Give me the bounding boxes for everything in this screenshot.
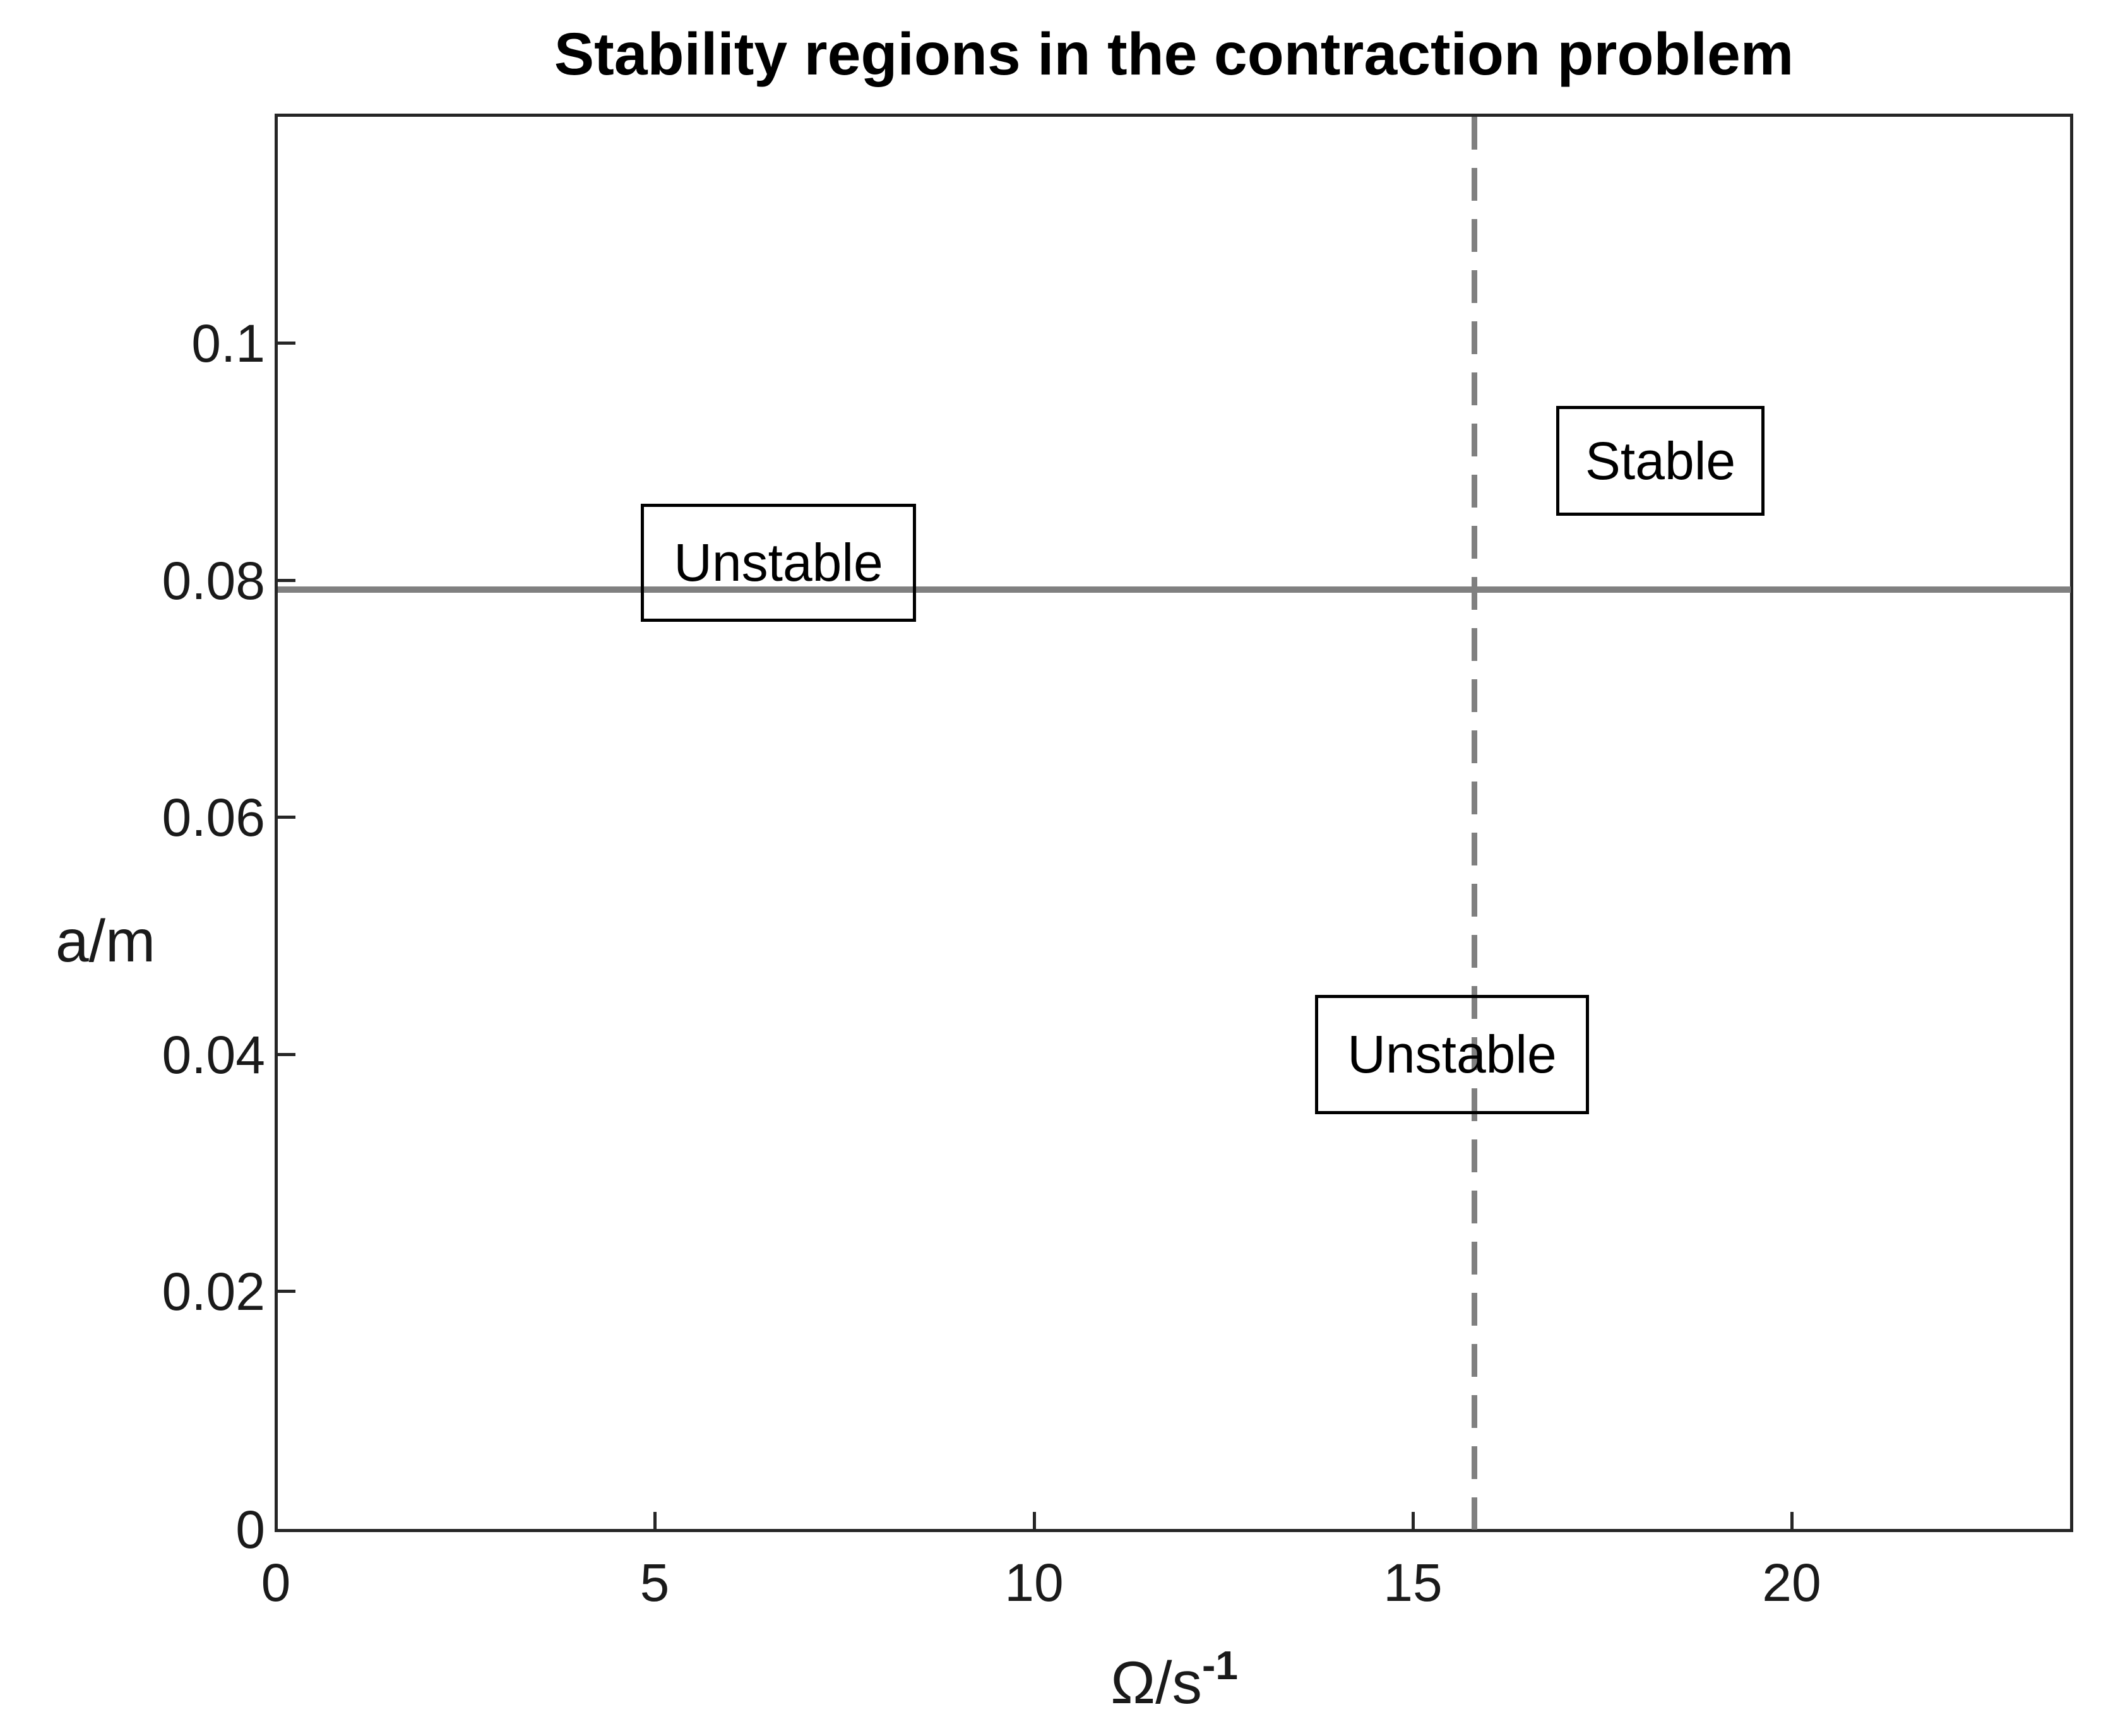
chart-title: Stability regions in the contraction pro… xyxy=(554,21,1794,88)
y-tick-label: 0.1 xyxy=(191,314,265,373)
x-tick-label: 20 xyxy=(1762,1553,1821,1612)
y-tick-label: 0.06 xyxy=(162,788,266,847)
x-tick-label: 10 xyxy=(1004,1553,1064,1612)
annotation-box-unstable-lower: Unstable xyxy=(1315,995,1589,1114)
x-tick-mark xyxy=(1033,1512,1036,1530)
annotation-label: Stable xyxy=(1585,431,1736,490)
y-tick-label: 0.04 xyxy=(162,1025,266,1085)
x-tick-label: 5 xyxy=(640,1553,670,1612)
dashed-boundary-line xyxy=(1472,117,1477,1530)
annotation-box-unstable-upper: Unstable xyxy=(641,504,916,622)
y-axis-label: a/m xyxy=(55,908,156,975)
x-tick-mark xyxy=(653,1512,657,1530)
annotation-label: Unstable xyxy=(1347,1025,1557,1084)
y-tick-label: 0.08 xyxy=(162,551,266,610)
annotation-box-stable: Stable xyxy=(1556,406,1765,516)
x-tick-label: 0 xyxy=(261,1553,291,1612)
x-axis-label-base: Ω/s xyxy=(1110,1650,1202,1716)
y-tick-label: 0.02 xyxy=(162,1262,266,1321)
x-tick-label: 15 xyxy=(1383,1553,1443,1612)
y-tick-mark xyxy=(278,1053,295,1056)
annotation-label: Unstable xyxy=(674,533,883,592)
y-tick-mark xyxy=(278,816,295,819)
plot-area xyxy=(275,114,2073,1532)
x-tick-mark xyxy=(1790,1512,1794,1530)
y-tick-mark xyxy=(278,342,295,345)
x-tick-mark xyxy=(1412,1512,1415,1530)
solid-boundary-line xyxy=(278,586,2071,593)
y-tick-mark xyxy=(278,1290,295,1293)
x-axis-label-exponent: -1 xyxy=(1202,1643,1238,1688)
y-tick-label: 0 xyxy=(235,1500,265,1559)
y-tick-mark xyxy=(278,579,295,582)
x-axis-label: Ω/s-1 xyxy=(985,1643,1364,1718)
